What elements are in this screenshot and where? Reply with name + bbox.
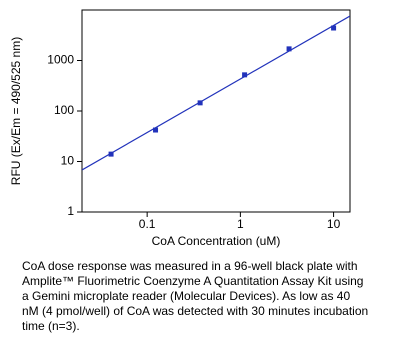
caption-line: nM (4 pmol/well) of CoA was detected wit… xyxy=(22,304,368,318)
y-tick-label: 1 xyxy=(67,204,74,218)
data-point xyxy=(242,72,248,78)
x-tick-label: 10 xyxy=(327,217,341,231)
plot-frame xyxy=(81,9,351,213)
y-tick-label: 10 xyxy=(61,154,75,168)
y-axis-label: RFU (Ex/Em = 490/525 nm) xyxy=(9,37,23,185)
caption-line: CoA dose response was measured in a 96-w… xyxy=(22,259,358,273)
caption-line: a Gemini microplate reader (Molecular De… xyxy=(22,289,350,303)
data-point xyxy=(197,100,203,106)
x-tick-label: 0.1 xyxy=(139,217,156,231)
caption-line: time (n=3). xyxy=(22,319,80,333)
y-tick-label: 100 xyxy=(54,103,74,117)
data-point xyxy=(286,46,292,52)
y-tick-label: 1000 xyxy=(47,53,74,67)
x-axis-label: CoA Concentration (uM) xyxy=(152,234,281,248)
fit-line xyxy=(82,15,350,171)
caption-line: Amplite™ Fluorimetric Coenzyme A Quantit… xyxy=(22,274,363,288)
data-point xyxy=(153,127,159,133)
data-point xyxy=(331,25,337,31)
data-point xyxy=(108,151,114,157)
x-tick-label: 1 xyxy=(237,217,244,231)
